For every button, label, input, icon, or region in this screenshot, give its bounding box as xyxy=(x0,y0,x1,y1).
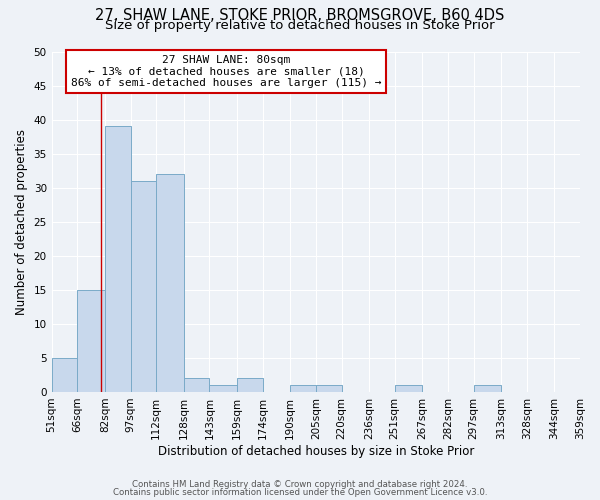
Text: 27 SHAW LANE: 80sqm
← 13% of detached houses are smaller (18)
86% of semi-detach: 27 SHAW LANE: 80sqm ← 13% of detached ho… xyxy=(71,55,381,88)
Text: 27, SHAW LANE, STOKE PRIOR, BROMSGROVE, B60 4DS: 27, SHAW LANE, STOKE PRIOR, BROMSGROVE, … xyxy=(95,8,505,22)
X-axis label: Distribution of detached houses by size in Stoke Prior: Distribution of detached houses by size … xyxy=(158,444,474,458)
Bar xyxy=(105,126,131,392)
Text: Contains HM Land Registry data © Crown copyright and database right 2024.: Contains HM Land Registry data © Crown c… xyxy=(132,480,468,489)
Text: Contains public sector information licensed under the Open Government Licence v3: Contains public sector information licen… xyxy=(113,488,487,497)
Bar xyxy=(473,385,501,392)
Bar xyxy=(237,378,263,392)
Bar xyxy=(290,385,316,392)
Bar xyxy=(131,181,157,392)
Text: Size of property relative to detached houses in Stoke Prior: Size of property relative to detached ho… xyxy=(105,19,495,32)
Bar xyxy=(52,358,77,392)
Bar xyxy=(157,174,184,392)
Bar xyxy=(209,385,237,392)
Y-axis label: Number of detached properties: Number of detached properties xyxy=(15,128,28,314)
Bar xyxy=(184,378,209,392)
Bar xyxy=(316,385,341,392)
Bar xyxy=(77,290,105,392)
Bar xyxy=(395,385,422,392)
